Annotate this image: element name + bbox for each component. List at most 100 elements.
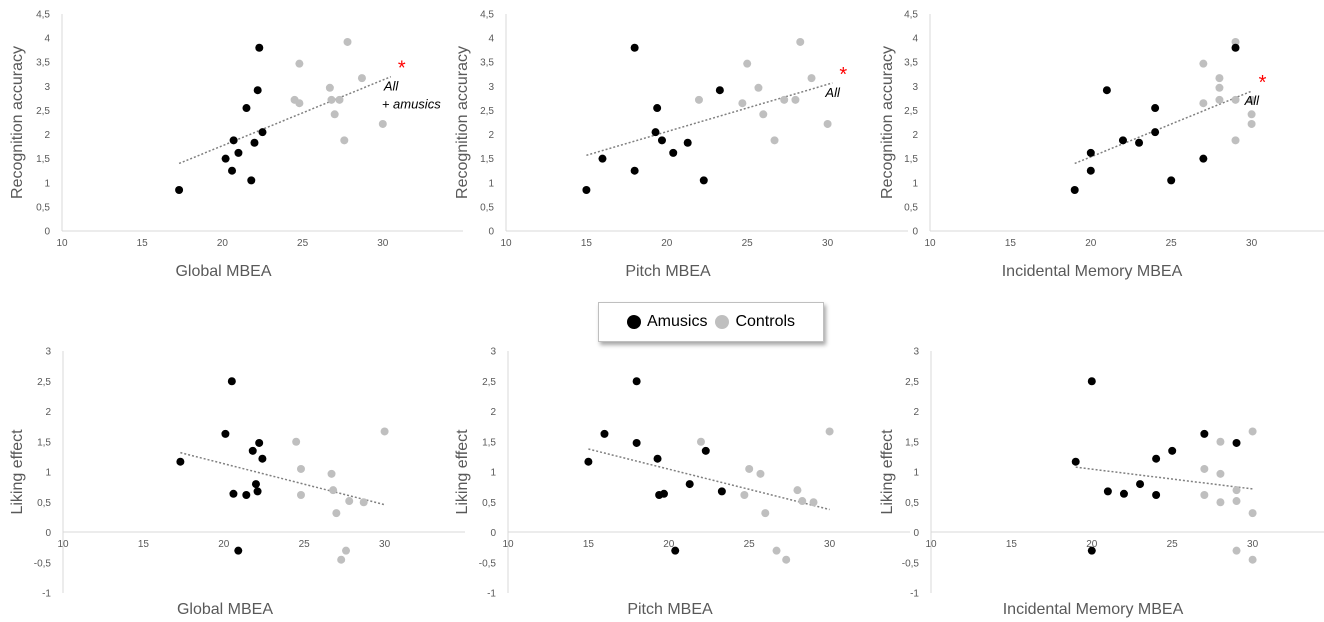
controls-point — [823, 119, 832, 128]
amusics-point — [717, 487, 726, 496]
controls-point — [761, 509, 770, 518]
amusics-point — [632, 438, 641, 447]
amusics-point — [248, 446, 257, 455]
y-tick-label: -1 — [487, 589, 496, 600]
controls-point — [740, 490, 749, 499]
controls-point — [343, 37, 352, 46]
x-tick-label: 10 — [56, 238, 68, 249]
amusics-point — [247, 176, 256, 185]
controls-point — [337, 555, 346, 564]
controls-point — [798, 497, 807, 506]
amusics-point — [227, 377, 236, 386]
y-axis-label: Liking effect — [879, 429, 896, 515]
x-tick-label: 20 — [1086, 539, 1098, 550]
y-tick-label: 4,5 — [36, 10, 50, 21]
amusics-point — [234, 546, 243, 555]
amusics-point — [598, 154, 607, 163]
trend-line — [586, 82, 833, 157]
legend-item-controls: Controls — [715, 313, 795, 331]
controls-point — [1216, 498, 1225, 507]
amusics-point — [1087, 546, 1096, 555]
controls-point — [772, 546, 781, 555]
controls-point — [340, 136, 349, 145]
legend-item-amusics: Amusics — [626, 313, 707, 331]
y-tick-label: 2,5 — [905, 377, 919, 388]
y-tick-label: 3 — [913, 347, 919, 358]
legend: Amusics Controls — [598, 302, 824, 342]
y-tick-label: 0 — [44, 227, 50, 238]
trend-line — [1074, 90, 1252, 165]
controls-point — [295, 59, 304, 68]
y-tick-label: 3 — [44, 82, 50, 93]
y-tick-label: -0,5 — [34, 558, 52, 569]
amusics-point — [242, 104, 251, 113]
y-tick-label: 1,5 — [904, 154, 918, 165]
controls-point — [292, 437, 301, 446]
amusics-point — [242, 490, 251, 499]
y-tick-label: 1,5 — [36, 154, 50, 165]
amusics-point — [1168, 446, 1177, 455]
y-tick-label: 2 — [913, 407, 919, 418]
x-tick-label: 30 — [377, 238, 389, 249]
amusics-point — [582, 186, 591, 195]
controls-point — [754, 83, 763, 92]
x-tick-label: 25 — [299, 539, 311, 550]
x-tick-label: 25 — [297, 238, 309, 249]
y-tick-label: 4 — [44, 34, 50, 45]
x-tick-label: 30 — [822, 238, 834, 249]
y-tick-label: 2,5 — [480, 106, 494, 117]
y-tick-label: -0,5 — [479, 558, 497, 569]
controls-point — [1231, 136, 1240, 145]
y-tick-label: 0,5 — [904, 202, 918, 213]
amusics-point — [715, 86, 724, 95]
x-tick-label: 20 — [218, 539, 230, 550]
amusics-point — [657, 136, 666, 145]
y-tick-label: 2 — [912, 130, 918, 141]
amusics-point — [251, 480, 260, 489]
y-tick-label: 0 — [490, 528, 496, 539]
x-axis-label: Incidental Memory MBEA — [1002, 263, 1183, 280]
x-tick-label: 25 — [1166, 238, 1178, 249]
amusics-point — [685, 480, 694, 489]
y-tick-label: 3 — [912, 82, 918, 93]
x-axis-label: Global MBEA — [175, 263, 271, 280]
amusics-point — [1118, 136, 1127, 145]
controls-point — [329, 486, 338, 495]
controls-point — [1216, 469, 1225, 478]
controls-point — [1231, 37, 1240, 46]
y-tick-label: 3,5 — [36, 58, 50, 69]
amusics-point — [1151, 104, 1160, 113]
x-axis-label: Global MBEA — [177, 601, 273, 618]
x-tick-label: 10 — [925, 539, 937, 550]
x-tick-label: 30 — [1246, 238, 1258, 249]
controls-point — [696, 437, 705, 446]
amusics-point — [651, 128, 660, 137]
x-tick-label: 25 — [742, 238, 754, 249]
y-tick-label: 1 — [44, 178, 50, 189]
amusics-point — [176, 457, 185, 466]
y-tick-label: 2 — [45, 407, 51, 418]
controls-point — [782, 555, 791, 564]
amusics-point — [699, 176, 708, 185]
x-tick-label: 10 — [57, 539, 69, 550]
y-tick-label: -1 — [910, 589, 919, 600]
y-tick-label: 0 — [913, 528, 919, 539]
x-tick-label: 15 — [581, 238, 593, 249]
amusics-point — [250, 138, 259, 147]
amusics-point — [253, 487, 262, 496]
amusics-point — [1152, 454, 1161, 463]
controls-point — [793, 486, 802, 495]
y-tick-label: 0 — [45, 528, 51, 539]
y-tick-label: 0,5 — [480, 202, 494, 213]
y-tick-label: 3 — [488, 82, 494, 93]
controls-point — [330, 110, 339, 119]
x-tick-label: 15 — [583, 539, 595, 550]
controls-point — [1247, 95, 1256, 104]
x-tick-label: 10 — [924, 238, 936, 249]
amusics-point — [229, 136, 238, 145]
trend-line — [178, 75, 392, 165]
controls-point — [1248, 555, 1257, 564]
legend-label-controls: Controls — [735, 313, 796, 330]
y-tick-label: 2,5 — [482, 377, 496, 388]
